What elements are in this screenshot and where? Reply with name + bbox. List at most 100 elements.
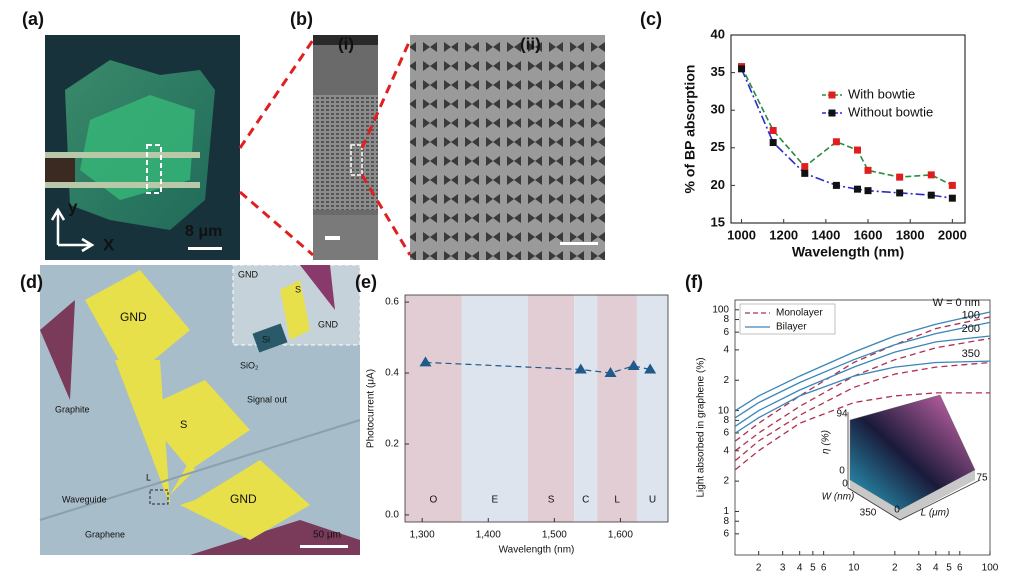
x-tick-label: 3 — [916, 563, 922, 574]
x-tick-label: 1000 — [727, 227, 756, 242]
marker — [627, 359, 640, 370]
x-tick-label: 2 — [756, 563, 762, 574]
inset-label: 0 — [839, 466, 845, 477]
curve — [735, 360, 991, 434]
x-tick-label: 2000 — [938, 227, 967, 242]
panel-label: (a) — [22, 9, 44, 29]
x-axis-label: Wavelength (nm) — [792, 244, 904, 260]
band — [461, 295, 528, 522]
photo-label: 50 μm — [313, 530, 341, 541]
y-tick-label: 8 — [723, 516, 729, 527]
y-tick-label: 0.6 — [385, 297, 399, 308]
photo-b — [238, 35, 605, 260]
y-tick-label: 0.4 — [385, 368, 399, 379]
photo-label: Waveguide — [62, 494, 107, 504]
inset-label: η (%) — [821, 430, 832, 454]
legend-label: Bilayer — [776, 322, 807, 333]
panel-label: (f) — [685, 272, 703, 292]
y-axis-label: Light absorbed in graphene (%) — [696, 357, 707, 497]
y-tick-label: 1 — [723, 506, 729, 517]
band — [405, 295, 462, 522]
marker — [801, 169, 809, 177]
curve — [735, 321, 991, 419]
marker — [896, 189, 904, 197]
marker — [738, 65, 746, 73]
plot-frame — [404, 294, 669, 523]
curve — [734, 361, 991, 461]
photo-label: S — [180, 419, 187, 431]
inset-label: 350 — [860, 508, 877, 519]
panel-label: (c) — [640, 9, 662, 29]
legend-box — [739, 303, 836, 335]
inset-label: L (μm) — [921, 508, 950, 519]
photo-d — [39, 264, 361, 555]
x-tick-label: 2 — [892, 563, 898, 574]
x-tick-label: 1,400 — [476, 530, 501, 541]
band — [597, 295, 637, 522]
photo-label: Signal out — [247, 394, 288, 404]
x-axis-label: Wavelength (nm) — [499, 545, 575, 556]
photo-label: Graphene — [85, 529, 125, 539]
x-tick-label: 1,600 — [608, 530, 633, 541]
y-axis-label: % of BP absorption — [682, 65, 698, 194]
y-tick-label: 0.2 — [385, 439, 399, 450]
axis-arrow-label: y — [68, 197, 78, 216]
marker — [948, 194, 956, 202]
photo-label: L — [146, 472, 151, 482]
x-tick-label: 1800 — [896, 227, 925, 242]
y-tick-label: 100 — [712, 304, 729, 315]
curve — [735, 311, 991, 412]
inset-label: SiO₂ — [240, 360, 259, 370]
y-tick-label: 2 — [723, 375, 729, 386]
y-tick-label: 6 — [723, 528, 729, 539]
y-tick-label: 25 — [711, 139, 725, 154]
legend-label: With bowtie — [848, 86, 915, 101]
y-tick-label: 2 — [723, 476, 729, 487]
band — [636, 295, 668, 522]
inset-label: GND — [318, 319, 339, 329]
marker — [927, 191, 935, 199]
photo-label: GND — [120, 310, 147, 324]
marker — [896, 173, 904, 181]
marker — [644, 363, 657, 374]
marker — [864, 187, 872, 195]
marker — [769, 139, 777, 147]
band-label: S — [548, 495, 555, 506]
x-tick-label: 4 — [797, 563, 803, 574]
marker — [419, 356, 432, 367]
y-tick-label: 40 — [711, 26, 725, 41]
y-tick-label: 35 — [711, 64, 725, 79]
axis-arrow-label: X — [103, 235, 115, 254]
x-tick-label: 3 — [780, 563, 786, 574]
inset-label: S — [295, 284, 301, 294]
scale-bar-label: 8 μm — [185, 223, 222, 240]
x-tick-label: 1,500 — [542, 530, 567, 541]
curve-label: 350 — [962, 348, 980, 360]
x-tick-label: 5 — [946, 563, 952, 574]
marker — [853, 146, 861, 154]
inset-surface — [847, 394, 981, 521]
sub-label: (ii) — [520, 34, 541, 53]
band — [574, 295, 598, 522]
panel-label: (e) — [355, 272, 377, 292]
legend-label: Monolayer — [776, 308, 823, 319]
marker — [574, 363, 587, 374]
photo-label: GND — [230, 492, 257, 506]
panel-label: (b) — [290, 9, 313, 29]
y-tick-label: 4 — [723, 345, 729, 356]
inset-label: 0 — [894, 505, 900, 516]
x-tick-label: 1,300 — [410, 530, 435, 541]
photo-label: Graphite — [55, 404, 90, 414]
y-axis-label: Photocurrent (μA) — [366, 369, 377, 448]
band-label: O — [430, 495, 438, 506]
y-tick-label: 30 — [711, 102, 725, 117]
y-tick-label: 4 — [723, 445, 729, 456]
plot-frame — [730, 34, 966, 224]
marker — [801, 163, 809, 171]
x-tick-label: 6 — [957, 563, 963, 574]
marker — [604, 367, 617, 378]
x-tick-label: 6 — [821, 563, 827, 574]
band-label: U — [649, 495, 656, 506]
panel-label: (d) — [20, 272, 43, 292]
